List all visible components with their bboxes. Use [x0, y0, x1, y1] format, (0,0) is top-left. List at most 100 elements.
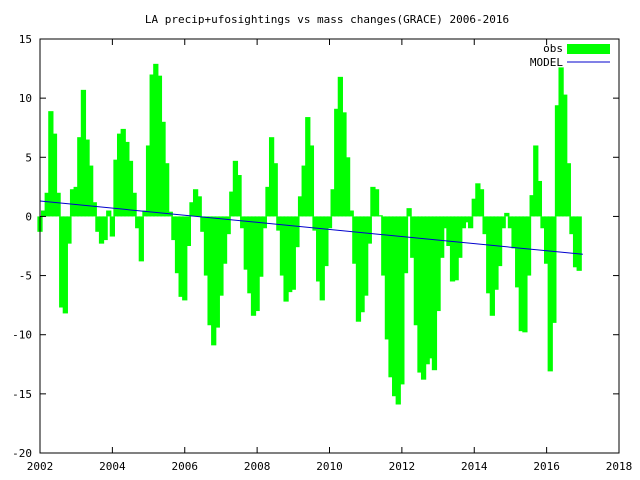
obs-bar [59, 216, 65, 308]
obs-bar [399, 216, 405, 385]
obs-bar [355, 216, 362, 322]
obs-bar [439, 216, 445, 258]
obs-bar [207, 216, 213, 326]
legend-model-label: MODEL [530, 56, 563, 69]
obs-bar [319, 216, 325, 301]
obs-bar [475, 183, 481, 217]
y-tick-label: -20 [12, 447, 32, 460]
x-tick-label: 2008 [244, 460, 271, 473]
obs-bar [370, 186, 376, 217]
obs-bar [229, 191, 235, 217]
obs-bar [301, 165, 307, 217]
obs-bar [344, 157, 351, 217]
obs-bar [511, 216, 517, 249]
obs-bar [283, 216, 289, 302]
obs-bar [135, 216, 141, 229]
obs-bar [554, 105, 561, 217]
obs-bar [323, 216, 329, 267]
obs-bar [297, 196, 304, 217]
obs-bar [366, 216, 372, 244]
obs-bar [373, 189, 380, 217]
obs-bar [98, 216, 105, 244]
x-tick-label: 2012 [389, 460, 416, 473]
obs-bar [131, 192, 137, 217]
obs-bar [359, 216, 365, 313]
obs-bar [250, 216, 257, 316]
obs-bar [276, 216, 282, 231]
obs-bar [453, 216, 459, 281]
obs-bar [500, 216, 506, 229]
obs-bar [225, 216, 231, 235]
obs-bar [486, 216, 492, 294]
obs-bar [232, 160, 239, 217]
obs-bar [124, 141, 130, 217]
obs-bar [384, 216, 391, 340]
obs-bar [446, 216, 452, 246]
obs-bar [192, 189, 199, 217]
obs-bar [493, 216, 499, 290]
obs-bar [518, 216, 524, 332]
obs-bar [402, 216, 409, 274]
obs-bar [547, 216, 553, 372]
y-tick-label: 15 [19, 33, 32, 46]
obs-bar [572, 216, 579, 268]
obs-bar [504, 212, 510, 217]
obs-bar [388, 216, 394, 378]
x-tick-label: 2002 [27, 460, 54, 473]
obs-bar [522, 216, 528, 333]
legend-obs-label: obs [543, 42, 563, 55]
obs-bar [363, 216, 369, 296]
y-tick-label: -10 [12, 329, 32, 342]
obs-bar [272, 163, 278, 217]
y-tick-label: -15 [12, 388, 32, 401]
obs-bar [221, 216, 228, 264]
y-tick-label: 0 [25, 210, 32, 223]
obs-bar [565, 163, 571, 217]
plot-frame [39, 38, 620, 454]
obs-bar [182, 216, 188, 301]
obs-bar [558, 67, 564, 217]
model-series [39, 200, 583, 255]
obs-bar [279, 216, 286, 276]
obs-bar [308, 145, 315, 217]
obs-bar [127, 160, 134, 217]
y-tick-label: 5 [25, 151, 32, 164]
obs-bar [334, 108, 340, 217]
obs-bar [551, 216, 557, 323]
obs-bar [478, 189, 485, 217]
obs-bar [120, 128, 126, 217]
obs-bar [482, 216, 488, 235]
obs-bar [471, 198, 477, 217]
obs-bar [381, 216, 387, 276]
obs-bar [106, 210, 112, 217]
obs-bar [420, 216, 427, 380]
y-axis: -20 -15 -10 -5 0 5 10 15 [12, 33, 619, 460]
obs-bar [95, 216, 101, 232]
obs-bar [66, 216, 72, 244]
obs-bar [569, 216, 575, 235]
chart-title: LA precip+ufosightings vs mass changes(G… [145, 13, 509, 26]
x-tick-label: 2018 [606, 460, 633, 473]
obs-bar [457, 216, 463, 258]
obs-bar [428, 216, 434, 359]
obs-bar [406, 208, 412, 217]
obs-bar [417, 216, 423, 373]
obs-bar [41, 210, 47, 217]
obs-bar [69, 189, 76, 217]
obs-bar [240, 216, 246, 229]
y-tick-label: 10 [19, 92, 32, 105]
obs-bar [196, 196, 202, 217]
obs-bar [536, 180, 543, 217]
obs-bar [413, 216, 419, 326]
obs-bar [109, 216, 115, 237]
obs-bar [156, 75, 163, 217]
obs-bar [431, 216, 438, 371]
obs-bar [395, 216, 401, 405]
obs-bar [160, 121, 166, 217]
obs-bar [178, 216, 184, 297]
obs-bar [62, 216, 68, 314]
obs-bar [290, 216, 296, 290]
obs-bar [164, 163, 170, 217]
model-line [39, 200, 583, 255]
obs-bar [113, 159, 119, 217]
